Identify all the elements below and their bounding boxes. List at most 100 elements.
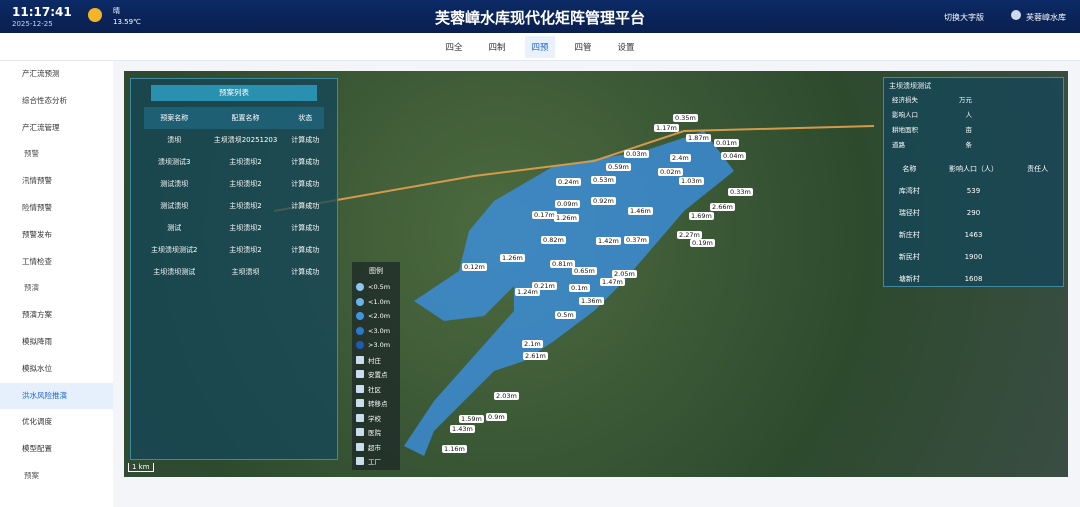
- column-header: 名称: [902, 165, 917, 173]
- tab[interactable]: 四管: [574, 42, 592, 53]
- cell: 539: [966, 187, 981, 195]
- legend-label: 村庄: [368, 356, 381, 365]
- depth-label: 0.01m: [714, 139, 739, 147]
- legend-item: 医院: [352, 425, 400, 440]
- column-header: 状态: [298, 114, 313, 122]
- cell: 塘新村: [898, 275, 920, 283]
- date: 2025-12-25: [12, 20, 53, 28]
- legend-swatch: [356, 297, 364, 306]
- menu-group[interactable]: 预案: [24, 470, 39, 480]
- road: [273, 125, 875, 212]
- plan-row[interactable]: 主坝溃坝测试2 主坝溃坝2 计算成功: [144, 239, 324, 261]
- legend-swatch: [356, 283, 364, 292]
- cell: [1018, 224, 1058, 246]
- tab[interactable]: 四预: [525, 35, 555, 58]
- info-text: 亩: [965, 126, 973, 134]
- plan-row[interactable]: 溃坝测试3 主坝溃坝2 计算成功: [144, 151, 324, 173]
- info-row: 经济损失 万元: [892, 94, 972, 109]
- info-text: 条: [965, 141, 973, 149]
- impact-row: 新民村 1900: [890, 246, 1058, 268]
- header: 11:17:41 2025-12-25 晴 13.59℃ 芙蓉嶂水库现代化矩阵管…: [0, 0, 1080, 33]
- user-icon: [1011, 10, 1021, 20]
- depth-label: 0.09m: [555, 200, 580, 208]
- depth-label: 0.33m: [728, 188, 753, 196]
- cell: [1018, 202, 1058, 224]
- depth-label: 0.19m: [690, 239, 715, 247]
- legend-swatch: [356, 442, 364, 451]
- legend-swatch: [356, 399, 364, 408]
- menu-group[interactable]: 预演: [24, 283, 39, 293]
- legend-item: 学校: [352, 411, 400, 426]
- menu-item[interactable]: 优化调度: [22, 417, 52, 427]
- menu-item[interactable]: 工情检查: [22, 256, 52, 266]
- menu-group[interactable]: 预警: [24, 149, 39, 159]
- cell: 计算成功: [291, 158, 320, 166]
- depth-label: 0.04m: [721, 152, 746, 160]
- depth-label: 1.03m: [679, 177, 704, 185]
- legend-item: <3.0m: [352, 324, 400, 339]
- depth-label: 0.03m: [624, 150, 649, 158]
- menu-item[interactable]: 预演方案: [22, 310, 52, 320]
- menu-item[interactable]: 险情预警: [22, 202, 52, 212]
- legend-label: <0.5m: [368, 283, 391, 292]
- cell: 主坝溃坝2: [229, 180, 262, 188]
- depth-label: 2.05m: [612, 270, 637, 278]
- legend-title: 图例: [369, 267, 383, 275]
- cell: 1900: [964, 253, 983, 261]
- depth-label: 0.12m: [462, 263, 487, 271]
- menu-item[interactable]: 汛情预警: [22, 176, 52, 186]
- plan-row[interactable]: 主坝溃坝测试 主坝溃坝 计算成功: [144, 261, 324, 283]
- menu-item[interactable]: 模拟降雨: [22, 336, 52, 346]
- plan-row[interactable]: 测试溃坝 主坝溃坝2 计算成功: [144, 195, 324, 217]
- menu-item[interactable]: 模型配置: [22, 444, 52, 454]
- cell: 主坝溃坝2: [229, 224, 262, 232]
- legend-label: <3.0m: [368, 326, 391, 335]
- weather-icon: [88, 8, 102, 22]
- font-switch[interactable]: 切换大字版: [944, 13, 984, 22]
- depth-label: 2.61m: [523, 352, 548, 360]
- info-text: 人: [965, 111, 973, 119]
- user[interactable]: 芙蓉嶂水库: [1026, 13, 1066, 22]
- menu-item[interactable]: 模拟水位: [22, 363, 52, 373]
- tab[interactable]: 设置: [617, 42, 635, 53]
- menu-item[interactable]: 洪水风险推演: [0, 382, 113, 410]
- depth-label: 1.46m: [628, 207, 653, 215]
- plan-row[interactable]: 测试 主坝溃坝2 计算成功: [144, 217, 324, 239]
- menu-item[interactable]: 预警发布: [22, 229, 52, 239]
- title: 芙蓉嶂水库现代化矩阵管理平台: [434, 9, 645, 27]
- cell: 瑞径村: [898, 209, 920, 217]
- legend-item: 转移点: [352, 396, 400, 411]
- cell: [1018, 180, 1058, 202]
- depth-label: 1.69m: [689, 212, 714, 220]
- legend-item: <1.0m: [352, 295, 400, 310]
- legend-label: 工厂: [368, 458, 381, 467]
- legend-item: 村庄: [352, 353, 400, 368]
- depth-label: 0.59m: [606, 163, 631, 171]
- depth-label: 0.02m: [658, 168, 683, 176]
- depth-label: 0.9m: [486, 413, 507, 421]
- cell: 计算成功: [291, 136, 320, 144]
- weather: 晴: [113, 7, 120, 15]
- plan-row[interactable]: 测试溃坝 主坝溃坝2 计算成功: [144, 173, 324, 195]
- cell: 溃坝: [167, 136, 182, 144]
- depth-label: 0.24m: [556, 178, 581, 186]
- tab[interactable]: 四制: [488, 42, 506, 53]
- panel-title: 预案列表: [151, 85, 317, 101]
- cell: 主坝溃坝: [231, 268, 260, 276]
- depth-label: 2.03m: [494, 392, 519, 400]
- menu-item[interactable]: 产汇流预测: [22, 69, 60, 78]
- menu-item[interactable]: 产汇流管理: [22, 122, 60, 132]
- depth-label: 0.37m: [624, 236, 649, 244]
- depth-label: 1.36m: [579, 297, 604, 305]
- depth-label: 0.53m: [591, 176, 616, 184]
- tab[interactable]: 四全: [445, 42, 463, 53]
- plan-row[interactable]: 溃坝 主坝溃坝20251203 计算成功: [144, 129, 324, 151]
- panel-title: 主坝溃坝测试: [889, 82, 931, 90]
- info-row: 耕地面积 亩: [892, 124, 972, 139]
- legend: 图例 <0.5m <1.0m <2.0m <3.0m >3.0m 村庄 安置点 社区 转移点 学校…: [352, 262, 400, 470]
- menu-item[interactable]: 综合性态分析: [22, 95, 67, 105]
- depth-label: 0.1m: [569, 284, 590, 292]
- cell: 测试: [167, 224, 182, 232]
- legend-label: <2.0m: [368, 312, 391, 321]
- legend-item: 安置点: [352, 367, 400, 382]
